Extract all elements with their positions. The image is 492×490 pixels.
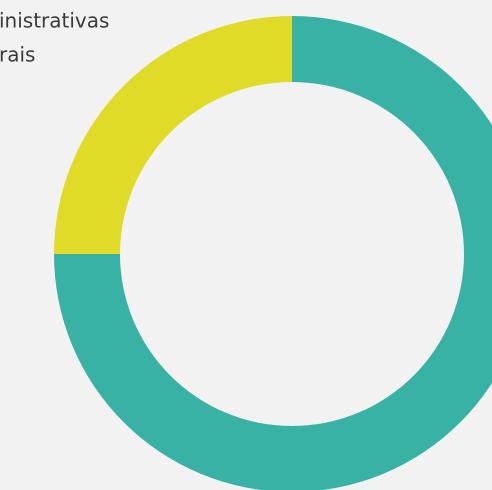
donut-slice bbox=[54, 16, 492, 490]
label-fragment: rais bbox=[0, 43, 35, 67]
donut-slice bbox=[54, 16, 292, 254]
label-fragment: inistrativas bbox=[0, 9, 109, 33]
slices bbox=[54, 16, 492, 490]
